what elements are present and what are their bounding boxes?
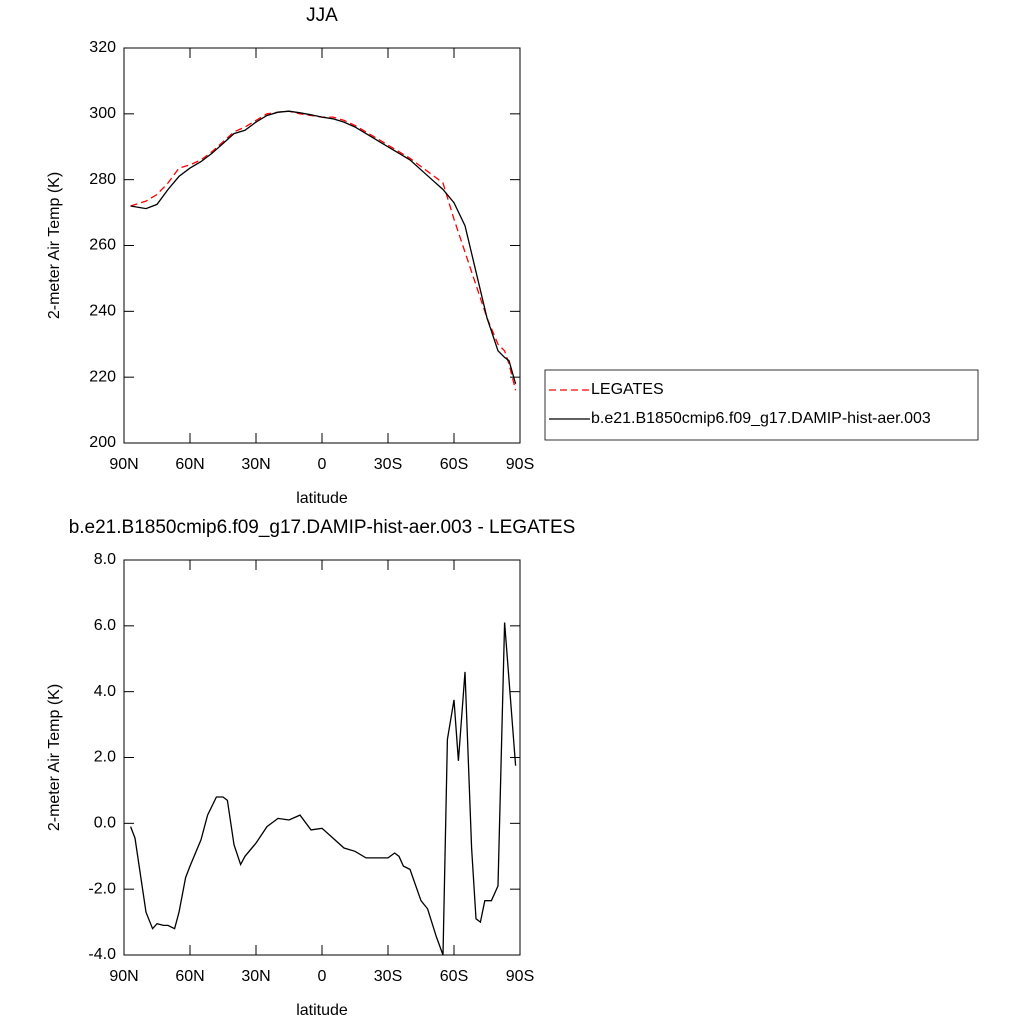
x-tick-label: 60S <box>440 456 468 473</box>
y-tick-label: 320 <box>89 39 116 56</box>
y-tick-label: 300 <box>89 105 116 122</box>
y-tick-label: 0.0 <box>94 815 116 832</box>
data-line <box>129 622 517 956</box>
x-tick-label: 90S <box>506 456 534 473</box>
y-tick-label: 240 <box>89 303 116 320</box>
plot-frame <box>123 559 521 956</box>
x-tick-label: 30S <box>374 968 402 985</box>
y-axis-label: 2-meter Air Temp (K) <box>46 684 63 831</box>
x-axis-label: latitude <box>296 1002 348 1019</box>
x-tick-label: 0 <box>318 456 327 473</box>
y-axis-label: 2-meter Air Temp (K) <box>46 172 63 319</box>
x-tick-label: 90N <box>109 968 138 985</box>
plot-frame <box>123 47 521 444</box>
y-tick-label: 8.0 <box>94 551 116 568</box>
y-tick-label: 260 <box>89 237 116 254</box>
x-tick-label: 0 <box>318 968 327 985</box>
data-line <box>130 110 517 384</box>
x-axis-label: latitude <box>296 490 348 507</box>
legend-label: b.e21.B1850cmip6.f09_g17.DAMIP-hist-aer.… <box>591 410 931 427</box>
x-tick-label: 90S <box>506 968 534 985</box>
y-tick-label: 220 <box>89 368 116 385</box>
y-tick-label: 200 <box>89 434 116 451</box>
legend-box <box>544 369 979 441</box>
y-tick-label: 280 <box>89 171 116 188</box>
x-tick-label: 60N <box>175 456 204 473</box>
chart-title: b.e21.B1850cmip6.f09_g17.DAMIP-hist-aer.… <box>69 517 576 538</box>
y-tick-label: 6.0 <box>94 617 116 634</box>
y-tick-label: 4.0 <box>94 683 116 700</box>
x-tick-label: 30S <box>374 456 402 473</box>
x-tick-label: 30N <box>241 968 270 985</box>
x-tick-label: 60N <box>175 968 204 985</box>
x-tick-label: 90N <box>109 456 138 473</box>
x-tick-label: 60S <box>440 968 468 985</box>
y-tick-label: -2.0 <box>88 880 116 897</box>
x-tick-label: 30N <box>241 456 270 473</box>
chart-title: JJA <box>306 5 338 26</box>
data-line <box>130 110 517 391</box>
y-tick-label: -4.0 <box>88 946 116 963</box>
legend-label: LEGATES <box>591 381 664 398</box>
y-tick-label: 2.0 <box>94 749 116 766</box>
